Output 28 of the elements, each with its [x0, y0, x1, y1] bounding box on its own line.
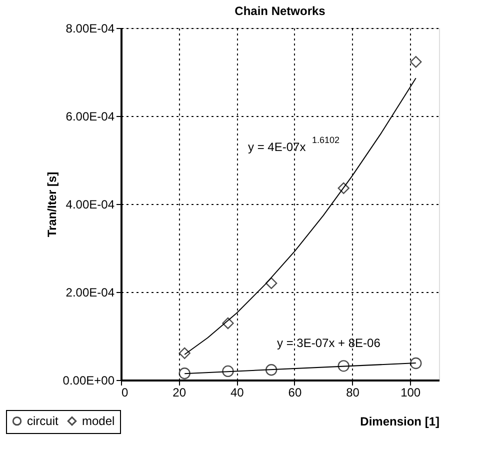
y-tick-label: 6.00E-04: [66, 110, 115, 124]
y-axis-title: Tran/Iter [s]: [44, 172, 59, 238]
annotation: y = 4E-07x1.6102: [248, 135, 340, 154]
x-tick-label: 40: [230, 386, 244, 400]
point: [178, 368, 190, 380]
legend-label: model: [82, 414, 115, 428]
point: [222, 317, 234, 330]
x-axis-title: Dimension [1]: [360, 414, 440, 428]
point: [222, 365, 234, 378]
y-tick-label: 8.00E-04: [66, 22, 115, 36]
x-tick-label: 20: [172, 386, 186, 400]
y-tick-label: 4.00E-04: [66, 198, 115, 212]
x-tick-label: 60: [288, 386, 302, 400]
y-tick-label: 0.00E+00: [62, 374, 115, 388]
chart-title: Chain Networks: [234, 4, 326, 18]
point: [338, 360, 350, 372]
legend-label: circuit: [27, 414, 59, 428]
y-tick-label: 2.00E-04: [66, 286, 115, 300]
point: [178, 347, 190, 360]
point: [338, 182, 350, 194]
point: [410, 56, 422, 68]
point: [265, 364, 278, 376]
x-tick-label: 0: [122, 386, 128, 400]
x-tick-label: 80: [346, 386, 360, 400]
point: [265, 277, 278, 290]
point: [410, 357, 422, 370]
x-tick-label: 100: [400, 386, 421, 400]
annotation: y = 3E-07x + 8E-06: [277, 336, 381, 350]
